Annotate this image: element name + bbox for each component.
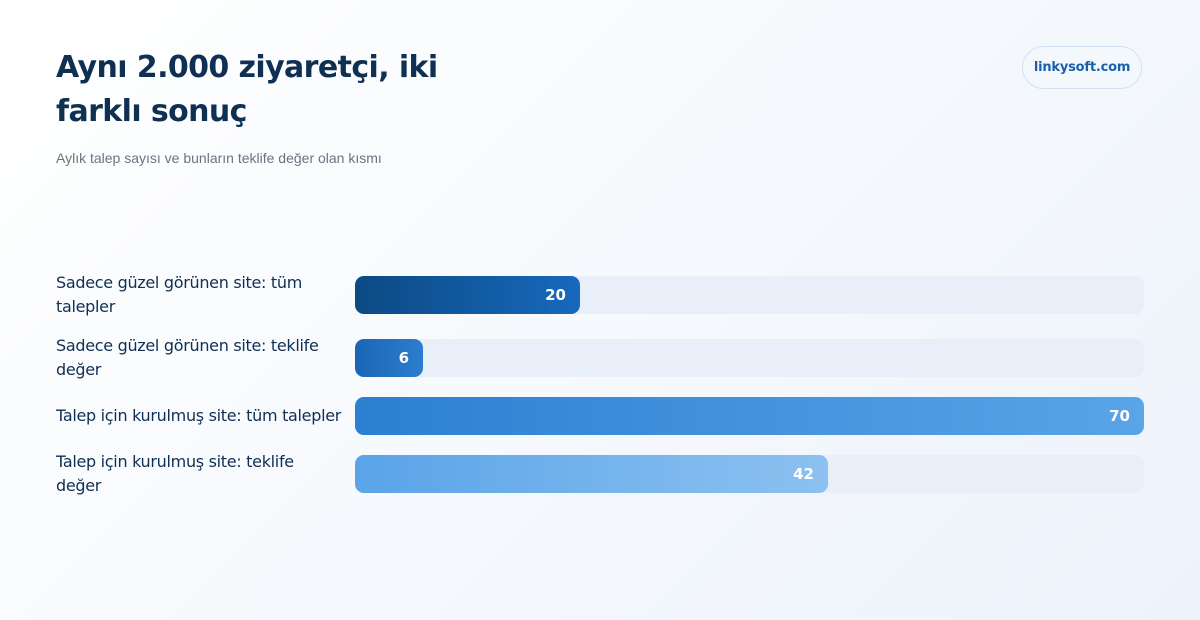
bar-track: 6 — [355, 339, 1144, 377]
bar-row: Talep için kurulmuş site: teklife değer 4… — [56, 452, 1144, 495]
bar-value-label: 42 — [793, 465, 814, 483]
bar-row: Talep için kurulmuş site: tüm talepler 70 — [56, 397, 1144, 435]
bar-track: 70 — [355, 397, 1144, 435]
bar-value-label: 6 — [398, 349, 409, 367]
bar-value-label: 70 — [1109, 407, 1130, 425]
bar-track: 42 — [355, 455, 1144, 493]
bar: 6 — [355, 339, 423, 377]
bar-row: Sadece güzel görünen site: tüm talepler 2… — [56, 273, 1144, 316]
bar: 70 — [355, 397, 1144, 435]
chart-title: Aynı 2.000 ziyaretçi, iki farklı sonuç — [56, 50, 438, 129]
bar-track: 20 — [355, 276, 1144, 314]
brand-badge: linkysoft.com — [1022, 46, 1142, 89]
bar: 42 — [355, 455, 828, 493]
bar: 20 — [355, 276, 580, 314]
category-label: Talep için kurulmuş site: tüm talepler — [56, 406, 342, 425]
category-label: Sadece güzel görünen site: teklife değer — [56, 336, 319, 379]
bar-value-label: 20 — [545, 286, 566, 304]
bar-row: Sadece güzel görünen site: teklife değer… — [56, 336, 1144, 379]
chart-subtitle: Aylık talep sayısı ve bunların teklife d… — [56, 150, 382, 166]
category-label: Sadece güzel görünen site: tüm talepler — [56, 273, 303, 316]
category-label: Talep için kurulmuş site: teklife değer — [56, 452, 294, 495]
